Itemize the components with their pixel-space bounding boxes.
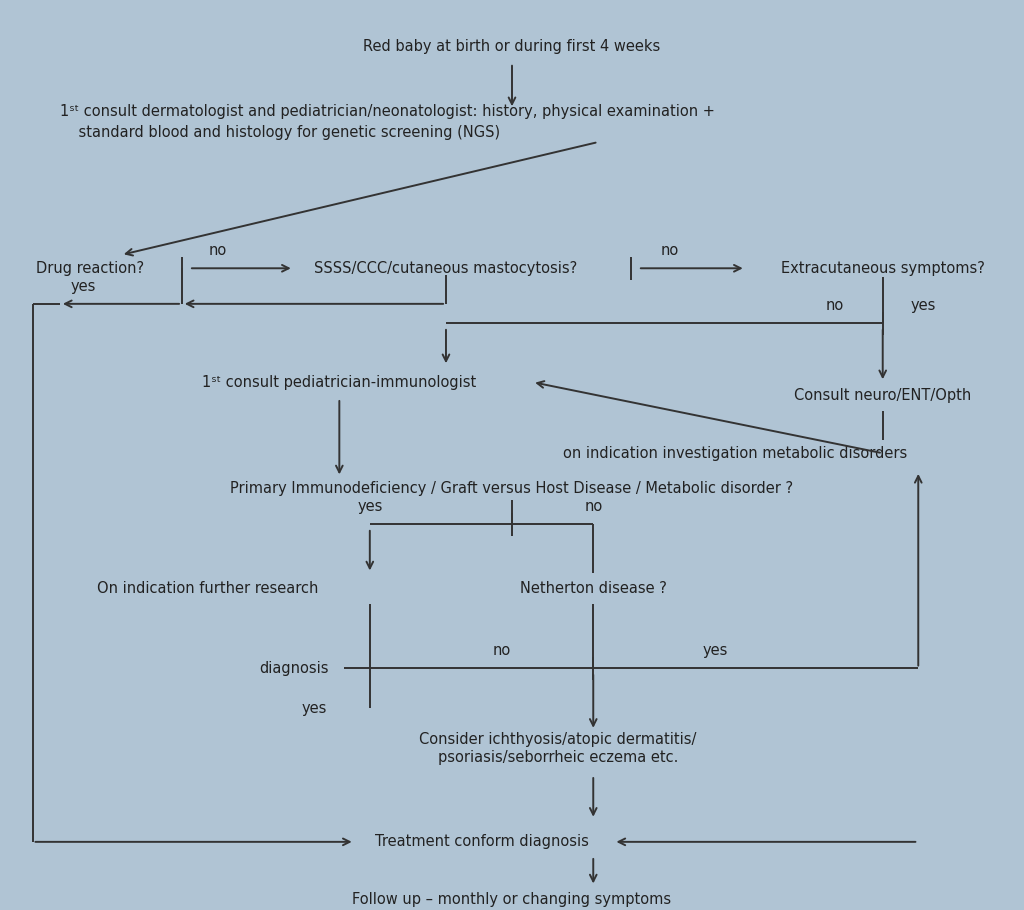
Text: on indication investigation metabolic disorders: on indication investigation metabolic di… (563, 446, 907, 460)
Text: no: no (584, 499, 602, 514)
Text: diagnosis: diagnosis (259, 661, 329, 676)
Text: Drug reaction?: Drug reaction? (37, 261, 144, 276)
Text: Consider ichthyosis/atopic dermatitis/
psoriasis/seborrheic eczema etc.: Consider ichthyosis/atopic dermatitis/ p… (419, 733, 696, 764)
Text: 1ˢᵗ consult pediatrician-immunologist: 1ˢᵗ consult pediatrician-immunologist (202, 375, 476, 389)
Text: Follow up – monthly or changing symptoms: Follow up – monthly or changing symptoms (352, 892, 672, 907)
Text: 1ˢᵗ consult dermatologist and pediatrician/neonatologist: history, physical exam: 1ˢᵗ consult dermatologist and pediatrici… (60, 104, 715, 139)
Text: no: no (208, 243, 226, 258)
Text: SSSS/CCC/cutaneous mastocytosis?: SSSS/CCC/cutaneous mastocytosis? (314, 261, 578, 276)
Text: no: no (493, 643, 511, 658)
Text: Primary Immunodeficiency / Graft versus Host Disease / Metabolic disorder ?: Primary Immunodeficiency / Graft versus … (230, 481, 794, 496)
Text: yes: yes (910, 298, 936, 313)
Text: no: no (826, 298, 844, 313)
Text: yes: yes (71, 279, 96, 295)
Text: yes: yes (301, 701, 327, 716)
Text: Red baby at birth or during first 4 weeks: Red baby at birth or during first 4 week… (364, 39, 660, 55)
Text: Netherton disease ?: Netherton disease ? (520, 581, 667, 596)
Text: Consult neuro/ENT/Opth: Consult neuro/ENT/Opth (794, 388, 972, 403)
Text: yes: yes (702, 643, 728, 658)
Text: Treatment conform diagnosis: Treatment conform diagnosis (375, 834, 589, 849)
Text: Extracutaneous symptoms?: Extracutaneous symptoms? (780, 261, 985, 276)
Text: no: no (660, 243, 679, 258)
Text: yes: yes (357, 499, 383, 514)
Text: On indication further research: On indication further research (96, 581, 318, 596)
